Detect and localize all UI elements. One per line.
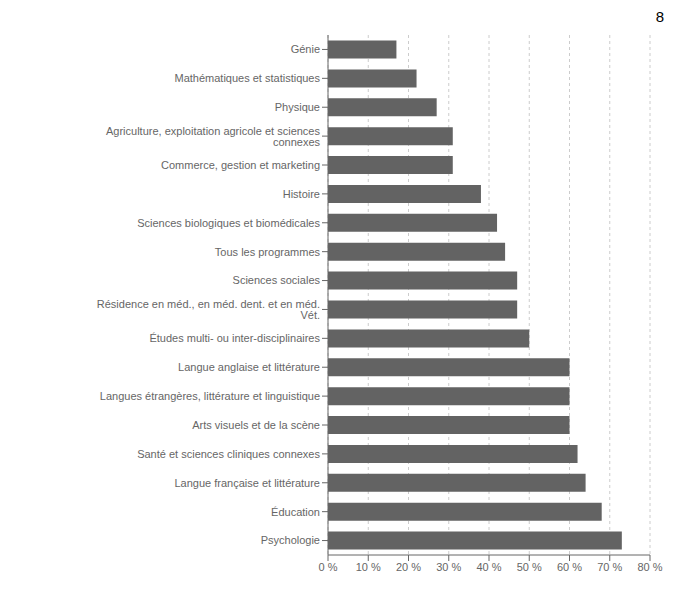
svg-text:Études multi- ou inter-discipl: Études multi- ou inter-disciplinaires (149, 332, 320, 344)
svg-text:Résidence en méd., en méd. den: Résidence en méd., en méd. dent. et en m… (97, 298, 320, 321)
svg-text:Langues étrangères, littératur: Langues étrangères, littérature et lingu… (100, 390, 320, 402)
svg-text:50 %: 50 % (517, 561, 542, 573)
svg-text:Langue française et littératur: Langue française et littérature (174, 477, 320, 489)
svg-text:Histoire: Histoire (283, 188, 320, 200)
svg-text:40 %: 40 % (476, 561, 501, 573)
svg-text:Physique: Physique (275, 101, 320, 113)
svg-text:30 %: 30 % (436, 561, 461, 573)
svg-text:Arts visuels et de la scène: Arts visuels et de la scène (192, 419, 320, 431)
svg-text:Psychologie: Psychologie (261, 534, 320, 546)
svg-text:60 %: 60 % (557, 561, 582, 573)
svg-text:20 %: 20 % (396, 561, 421, 573)
svg-text:Sciences biologiques et bioméd: Sciences biologiques et biomédicales (137, 217, 320, 229)
svg-text:Santé et sciences cliniques co: Santé et sciences cliniques connexes (137, 448, 320, 460)
svg-text:Mathématiques et statistiques: Mathématiques et statistiques (174, 72, 320, 84)
svg-text:Sciences sociales: Sciences sociales (233, 274, 321, 286)
svg-text:Commerce, gestion et marketing: Commerce, gestion et marketing (161, 159, 320, 171)
svg-text:0 %: 0 % (319, 561, 338, 573)
svg-text:70 %: 70 % (597, 561, 622, 573)
svg-text:10 %: 10 % (356, 561, 381, 573)
svg-text:Agriculture, exploitation agri: Agriculture, exploitation agricole et sc… (106, 125, 321, 148)
svg-text:Génie: Génie (291, 43, 320, 55)
html-text:8: 8 (655, 8, 664, 25)
svg-text:Tous les programmes: Tous les programmes (215, 246, 321, 258)
svg-text:80 %: 80 % (637, 561, 662, 573)
svg-text:Éducation: Éducation (271, 506, 320, 518)
svg-text:Langue anglaise et littérature: Langue anglaise et littérature (178, 361, 320, 373)
